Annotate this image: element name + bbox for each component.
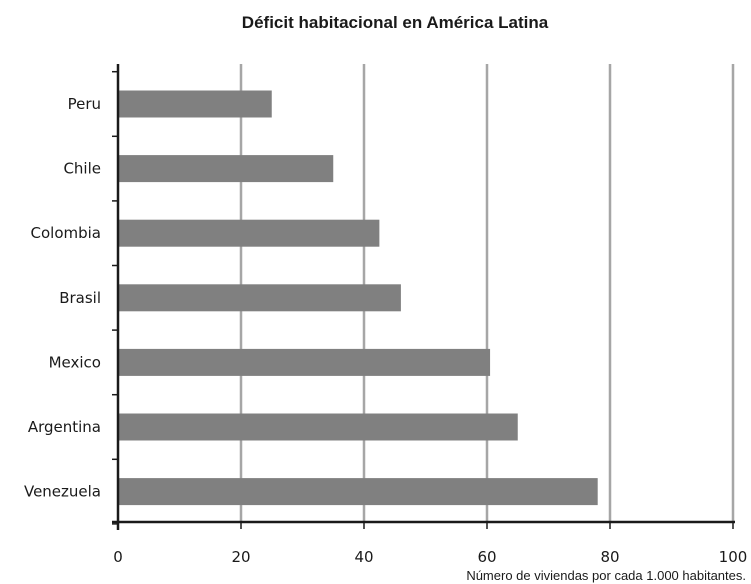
grid-lines bbox=[239, 64, 735, 522]
category-label: Colombia bbox=[31, 224, 102, 242]
bar-peru bbox=[118, 90, 272, 118]
x-tick-label: 80 bbox=[600, 548, 619, 566]
x-tick-labels: 0 20 40 60 80 100 bbox=[113, 548, 747, 566]
bar-venezuela bbox=[118, 478, 598, 506]
x-tick-label: 20 bbox=[231, 548, 250, 566]
x-tick-label: 40 bbox=[354, 548, 373, 566]
bar-mexico bbox=[118, 348, 491, 376]
axes bbox=[112, 64, 735, 530]
category-labels: Peru Chile Colombia Brasil Mexico Argentina Ve… bbox=[24, 95, 101, 501]
category-label: Argentina bbox=[28, 418, 101, 436]
category-label: Peru bbox=[68, 95, 101, 113]
x-tick-label: 60 bbox=[477, 548, 496, 566]
chart-title: Déficit habitacional en América Latina bbox=[242, 13, 549, 32]
category-label: Venezuela bbox=[24, 483, 101, 501]
bar-chile bbox=[118, 155, 334, 183]
bar-brasil bbox=[118, 284, 401, 312]
x-axis-label: Número de viviendas por cada 1.000 habit… bbox=[466, 568, 746, 583]
category-label: Chile bbox=[63, 160, 101, 178]
x-tick-label: 100 bbox=[719, 548, 748, 566]
x-tick-label: 0 bbox=[113, 548, 123, 566]
category-label: Mexico bbox=[49, 353, 101, 371]
bar-colombia bbox=[118, 219, 380, 247]
bars bbox=[118, 90, 598, 506]
category-label: Brasil bbox=[59, 289, 101, 307]
bar-argentina bbox=[118, 413, 518, 441]
